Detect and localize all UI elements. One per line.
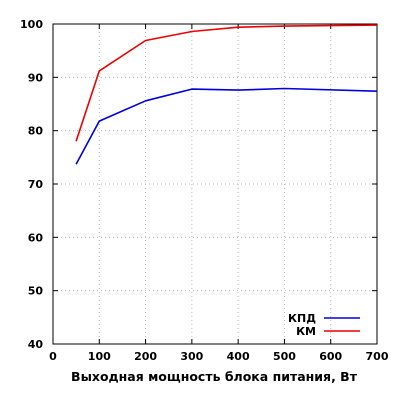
series-lines	[75, 24, 378, 165]
x-tick-label: 300	[180, 350, 203, 363]
series-line-2	[75, 24, 378, 142]
legend-label-2: КМ	[296, 325, 316, 338]
grid	[53, 24, 377, 344]
y-tick-label: 60	[28, 231, 44, 244]
x-tick-label: 700	[366, 350, 389, 363]
x-tick-label: 600	[319, 350, 342, 363]
y-tick-label: 70	[28, 178, 44, 191]
axes	[52, 23, 378, 345]
y-tick-label: 40	[28, 338, 44, 351]
x-tick-label: 200	[134, 350, 157, 363]
y-tick-label: 50	[28, 285, 44, 298]
x-axis-title: Выходная мощность блока питания, Вт	[71, 369, 358, 384]
y-tick-label: 90	[28, 71, 44, 84]
y-tick-label: 80	[28, 125, 44, 138]
x-tick-label: 0	[49, 350, 57, 363]
x-tick-label: 100	[88, 350, 111, 363]
x-tick-label: 400	[227, 350, 250, 363]
tick-labels: 0 100 200 300 400 500 600 700 40 50 60 70 80 90 100	[20, 18, 389, 363]
y-tick-label: 100	[20, 18, 43, 31]
legend-label-1: КПД	[288, 312, 316, 325]
x-tick-label: 500	[273, 350, 296, 363]
series-line-1	[75, 87, 378, 165]
